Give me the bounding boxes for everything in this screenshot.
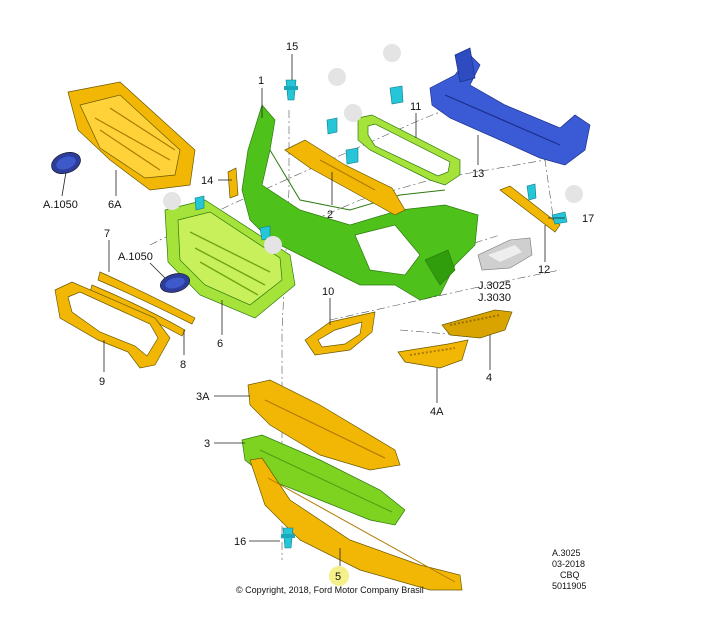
leader-lines (61, 54, 565, 566)
part-12-bracket (499, 185, 561, 233)
part-6a-upper-grille (67, 81, 196, 191)
label-11: 11 (410, 101, 421, 113)
torque-marker-icon (264, 236, 282, 254)
label-j3025: J.3025 (478, 280, 511, 292)
ref-number: 5011905 (552, 581, 586, 591)
label-6: 6 (217, 338, 223, 350)
label-1: 1 (258, 75, 264, 87)
label-14: 14 (201, 175, 213, 187)
torque-marker-icons (163, 44, 583, 586)
part-9-surround-frame (54, 281, 171, 369)
emblem-a1050-mid (160, 273, 190, 293)
torque-marker-icon (565, 185, 583, 203)
label-15: 15 (286, 41, 298, 53)
fasteners (194, 79, 568, 549)
torque-marker-icon (328, 68, 346, 86)
label-4a: 4A (430, 406, 444, 418)
screw-icon (345, 147, 359, 165)
part-10-fog-surround (304, 311, 376, 356)
torque-marker-icon (383, 44, 401, 62)
screw-icon (194, 195, 205, 211)
part-2-bracket (284, 139, 406, 216)
label-8: 8 (180, 359, 186, 371)
clip-15-icon (284, 79, 298, 101)
copyright-text: © Copyright, 2018, Ford Motor Company Br… (236, 585, 424, 595)
ref-model: CBQ (560, 570, 580, 580)
part-13-reinforcement-beam (429, 47, 591, 166)
part-j3025-lamp (477, 237, 533, 271)
label-16: 16 (234, 536, 246, 548)
part-4a-side-piece (397, 339, 469, 369)
label-2: 2 (327, 209, 333, 221)
part-14-small-bracket (227, 167, 239, 199)
label-a1050-top: A.1050 (43, 199, 78, 211)
footer: © Copyright, 2018, Ford Motor Company Br… (236, 548, 586, 595)
label-3: 3 (204, 438, 210, 450)
part-3a-lower-piece (247, 379, 401, 471)
ref-date: 03-2018 (552, 559, 585, 569)
part-4-side-piece (441, 309, 513, 339)
callout-highlight (329, 566, 349, 586)
screw-icon (326, 117, 338, 135)
part-1-bumper-cover (241, 104, 479, 301)
label-3a: 3A (196, 391, 210, 403)
screw-icon (389, 85, 404, 105)
label-12: 12 (538, 264, 550, 276)
part-labels: 1 15 2 11 13 14 17 12 A.1050 6A 7 A.1050… (43, 41, 594, 583)
screw-icon (526, 183, 537, 201)
ref-code: A.3025 (552, 548, 581, 558)
emblem-a1050-top (51, 151, 81, 175)
torque-marker-icon (344, 104, 362, 122)
label-13: 13 (472, 168, 484, 180)
label-a1050-mid: A.1050 (118, 251, 153, 263)
label-5: 5 (335, 571, 341, 583)
label-4: 4 (486, 372, 492, 384)
clip-16-icon (281, 527, 295, 549)
label-9: 9 (99, 376, 105, 388)
label-6a: 6A (108, 199, 122, 211)
label-17: 17 (582, 213, 594, 225)
torque-marker-icon (163, 192, 181, 210)
label-10: 10 (322, 286, 334, 298)
part-6-grille (164, 199, 296, 319)
part-11-absorber (357, 114, 461, 186)
label-j3030: J.3030 (478, 292, 511, 304)
label-7: 7 (104, 228, 110, 240)
